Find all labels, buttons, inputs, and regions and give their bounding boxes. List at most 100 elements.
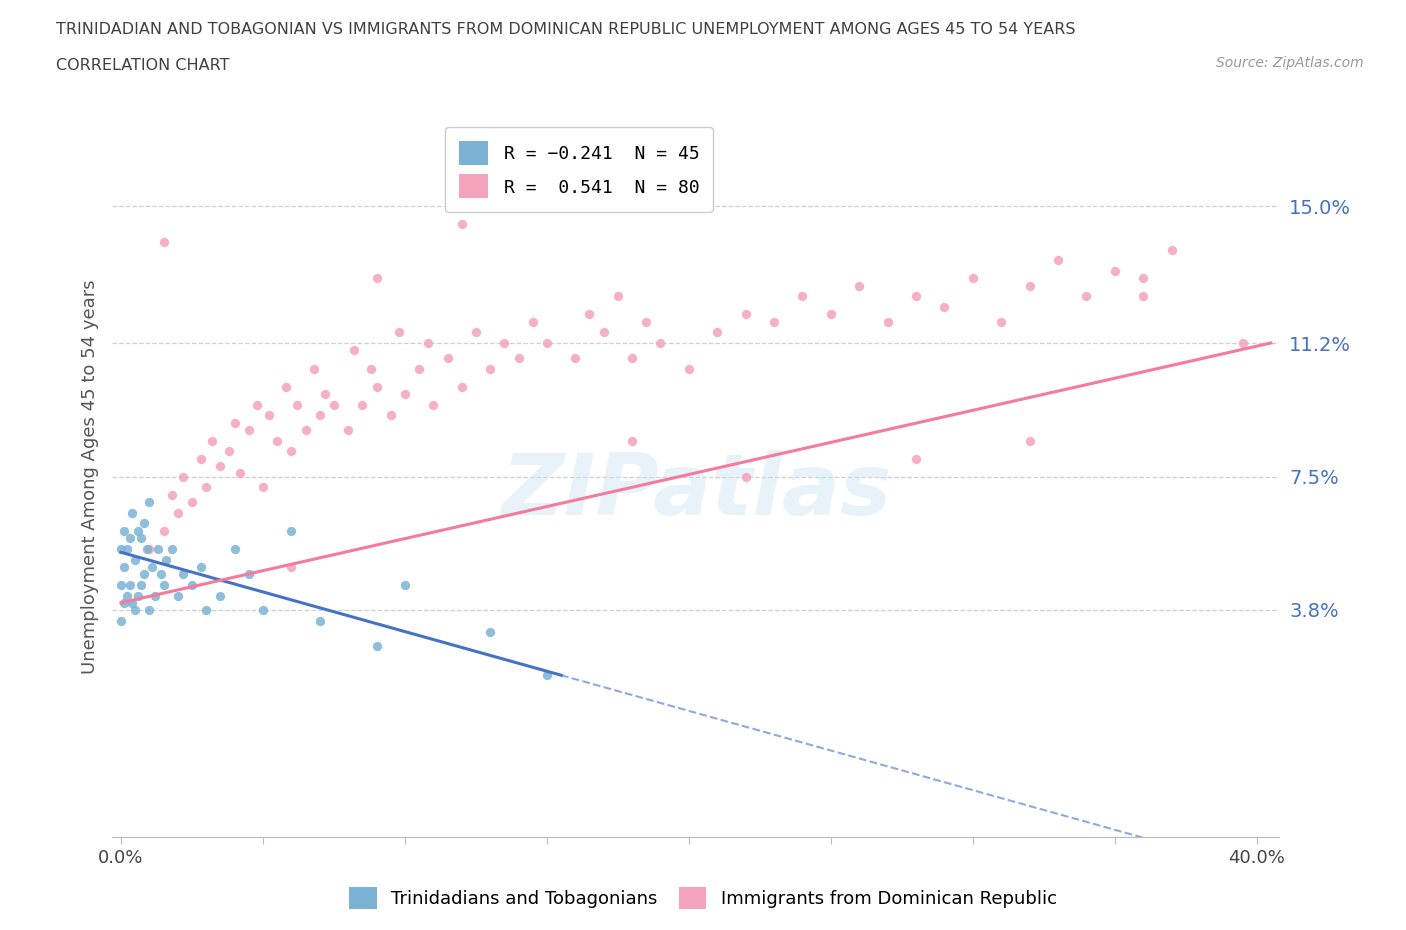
Point <box>135 541 157 556</box>
Point <box>450 217 472 232</box>
Point <box>360 361 382 376</box>
Point <box>592 326 614 340</box>
Point <box>380 408 402 423</box>
Point <box>578 307 600 322</box>
Point <box>201 433 224 448</box>
Point <box>110 578 132 592</box>
Point <box>110 614 132 629</box>
Point <box>436 351 458 365</box>
Point <box>734 307 756 322</box>
Point <box>422 397 444 412</box>
Point <box>1046 253 1069 268</box>
Point <box>195 603 218 618</box>
Point <box>636 314 658 329</box>
Point <box>352 397 374 412</box>
Point <box>464 326 486 340</box>
Point <box>1232 336 1254 351</box>
Point <box>141 559 163 574</box>
Point <box>181 578 204 592</box>
Point <box>314 386 336 401</box>
Point <box>252 603 274 618</box>
Point <box>606 289 628 304</box>
Point <box>118 530 141 545</box>
Point <box>280 559 302 574</box>
Point <box>229 466 252 481</box>
Point <box>112 559 135 574</box>
Point <box>1076 289 1098 304</box>
Point <box>650 336 672 351</box>
Point <box>146 541 169 556</box>
Point <box>323 397 346 412</box>
Point <box>152 578 174 592</box>
Point <box>1104 264 1126 279</box>
Point <box>152 235 174 250</box>
Point <box>763 314 786 329</box>
Point <box>366 379 388 394</box>
Point <box>536 668 558 683</box>
Text: CORRELATION CHART: CORRELATION CHART <box>56 58 229 73</box>
Point <box>934 299 956 314</box>
Point <box>1132 289 1154 304</box>
Point <box>678 361 700 376</box>
Text: ZIPatlas: ZIPatlas <box>501 449 891 533</box>
Point <box>536 336 558 351</box>
Point <box>138 495 160 510</box>
Point <box>848 278 870 293</box>
Point <box>121 595 143 610</box>
Point <box>124 552 146 567</box>
Point <box>621 351 644 365</box>
Legend: R = −0.241  N = 45, R =  0.541  N = 80: R = −0.241 N = 45, R = 0.541 N = 80 <box>446 127 713 212</box>
Point <box>160 487 183 502</box>
Point <box>224 415 246 430</box>
Point <box>479 624 502 639</box>
Point <box>195 480 218 495</box>
Point <box>149 566 172 581</box>
Point <box>121 505 143 520</box>
Text: Source: ZipAtlas.com: Source: ZipAtlas.com <box>1216 56 1364 70</box>
Point <box>734 470 756 485</box>
Point <box>621 433 644 448</box>
Point <box>274 379 297 394</box>
Point <box>110 541 132 556</box>
Point <box>343 343 366 358</box>
Point <box>132 516 155 531</box>
Point <box>257 408 280 423</box>
Point <box>416 336 439 351</box>
Point <box>366 271 388 286</box>
Point <box>494 336 516 351</box>
Point <box>1018 278 1040 293</box>
Point <box>294 422 316 437</box>
Point <box>820 307 842 322</box>
Point <box>115 588 138 603</box>
Point <box>366 639 388 654</box>
Point <box>152 524 174 538</box>
Point <box>155 552 177 567</box>
Point <box>172 566 194 581</box>
Point <box>160 541 183 556</box>
Text: TRINIDADIAN AND TOBAGONIAN VS IMMIGRANTS FROM DOMINICAN REPUBLIC UNEMPLOYMENT AM: TRINIDADIAN AND TOBAGONIAN VS IMMIGRANTS… <box>56 22 1076 37</box>
Point <box>166 588 188 603</box>
Point <box>132 566 155 581</box>
Point <box>115 541 138 556</box>
Point <box>143 588 166 603</box>
Point <box>962 271 984 286</box>
Point <box>252 480 274 495</box>
Point <box>112 595 135 610</box>
Point <box>905 451 928 466</box>
Point <box>564 351 586 365</box>
Point <box>224 541 246 556</box>
Point <box>172 470 194 485</box>
Point <box>246 397 269 412</box>
Point <box>280 524 302 538</box>
Point <box>508 351 530 365</box>
Point <box>792 289 814 304</box>
Point <box>280 444 302 458</box>
Point <box>1132 271 1154 286</box>
Point <box>388 326 411 340</box>
Point <box>127 524 149 538</box>
Point <box>266 433 288 448</box>
Point <box>127 588 149 603</box>
Point <box>181 495 204 510</box>
Point <box>238 566 260 581</box>
Point <box>394 578 416 592</box>
